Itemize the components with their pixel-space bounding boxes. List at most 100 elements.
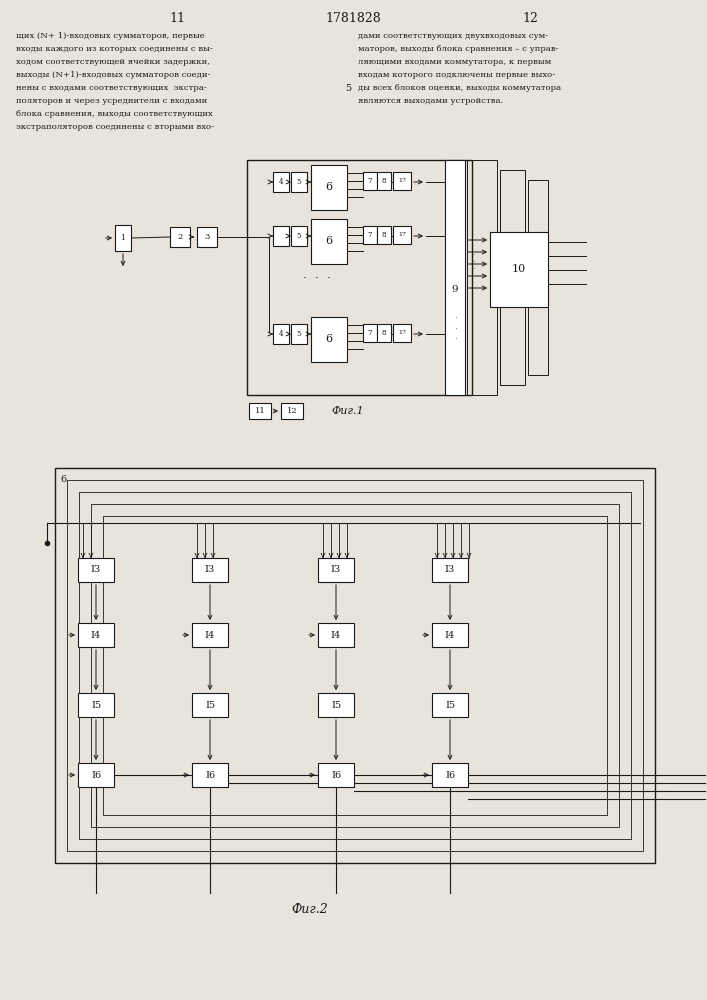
Text: I6: I6 [91,770,101,780]
Text: 7: 7 [368,177,373,185]
Text: ляющими входами коммутатора, к первым: ляющими входами коммутатора, к первым [358,58,551,66]
Bar [192,558,228,582]
Bar [393,226,411,244]
Bar [490,232,548,307]
Bar [291,226,307,246]
Text: 8: 8 [382,177,386,185]
Bar [281,403,303,419]
Text: I5: I5 [445,700,455,710]
Text: выходы (N+1)-входовых сумматоров соеди-: выходы (N+1)-входовых сумматоров соеди- [16,71,211,79]
Bar [363,324,377,342]
Bar [377,324,391,342]
Bar [197,227,217,247]
Bar [432,623,468,647]
Bar [79,492,631,839]
Text: 17: 17 [398,232,406,237]
Bar [363,226,377,244]
Text: I4: I4 [445,631,455,640]
Text: блока сравнения, выходы соответствующих: блока сравнения, выходы соответствующих [16,110,213,118]
Bar [78,763,114,787]
Text: ды всех блоков оценки, выходы коммутатора: ды всех блоков оценки, выходы коммутатор… [358,84,561,92]
Text: I6: I6 [331,770,341,780]
Text: 1781828: 1781828 [325,11,381,24]
Text: 5: 5 [345,84,351,93]
Bar [192,763,228,787]
Bar [393,324,411,342]
Text: экстраполяторов соединены с вторыми вхо-: экстраполяторов соединены с вторыми вхо- [16,123,214,131]
Text: дами соответствующих двухвходовых сум-: дами соответствующих двухвходовых сум- [358,32,548,40]
Bar [432,693,468,717]
Text: 6: 6 [325,334,332,344]
Bar [247,160,472,395]
Bar [318,623,354,647]
Text: поляторов и через усреднители с входами: поляторов и через усреднители с входами [16,97,207,105]
Bar [78,693,114,717]
Text: I4: I4 [205,631,215,640]
Text: маторов, выходы блока сравнения – с управ-: маторов, выходы блока сравнения – с упра… [358,45,559,53]
Text: 17: 17 [398,178,406,184]
Text: 5: 5 [297,178,301,186]
Text: I5: I5 [205,700,215,710]
Bar [91,504,619,827]
Text: 6: 6 [325,236,332,246]
Text: 2: 2 [177,233,182,241]
Bar [55,468,655,863]
Text: I6: I6 [205,770,215,780]
Text: I5: I5 [91,700,101,710]
Bar [318,693,354,717]
Bar [393,172,411,190]
Text: I5: I5 [331,700,341,710]
Text: 6: 6 [325,182,332,192]
Text: 6: 6 [60,475,66,484]
Text: I6: I6 [445,770,455,780]
Text: 3: 3 [204,233,210,241]
Text: 11: 11 [255,407,265,415]
Bar [78,623,114,647]
Bar [115,225,131,251]
Bar [291,172,307,192]
Bar [377,226,391,244]
Text: 10: 10 [512,264,526,274]
Text: 12: 12 [522,11,538,24]
Text: I4: I4 [331,631,341,640]
Bar [273,172,289,192]
Text: 5: 5 [297,232,301,240]
Text: I3: I3 [445,566,455,574]
Bar [103,516,607,815]
Bar [249,403,271,419]
Text: ходом соответствующей ячейки задержки,: ходом соответствующей ячейки задержки, [16,58,210,66]
Bar [318,558,354,582]
Text: 4: 4 [279,330,284,338]
Text: 4: 4 [279,178,284,186]
Text: нены с входами соответствующих  экстра-: нены с входами соответствующих экстра- [16,84,206,92]
Text: Фиг.2: Фиг.2 [291,903,328,916]
Text: ·  ·  ·: · · · [303,271,331,284]
Bar [311,165,347,210]
Text: входам которого подключены первые выхо-: входам которого подключены первые выхо- [358,71,555,79]
Bar [311,219,347,264]
Bar [377,172,391,190]
Text: 12: 12 [286,407,298,415]
Bar [192,623,228,647]
Text: I3: I3 [205,566,215,574]
Bar [192,693,228,717]
Bar [445,160,465,395]
Text: 7: 7 [368,231,373,239]
Bar [528,180,548,375]
Bar [467,160,497,395]
Bar [432,763,468,787]
Text: 8: 8 [382,231,386,239]
Text: 11: 11 [169,11,185,24]
Text: 8: 8 [382,329,386,337]
Text: ·
·
·: · · · [472,252,474,272]
Bar [500,170,525,385]
Bar [311,317,347,362]
Text: I4: I4 [91,631,101,640]
Text: 5: 5 [297,330,301,338]
Bar [273,324,289,344]
Text: 1: 1 [121,234,125,242]
Text: входы каждого из которых соединены с вы-: входы каждого из которых соединены с вы- [16,45,213,53]
Bar [170,227,190,247]
Text: 7: 7 [368,329,373,337]
Text: являются выходами устройства.: являются выходами устройства. [358,97,503,105]
